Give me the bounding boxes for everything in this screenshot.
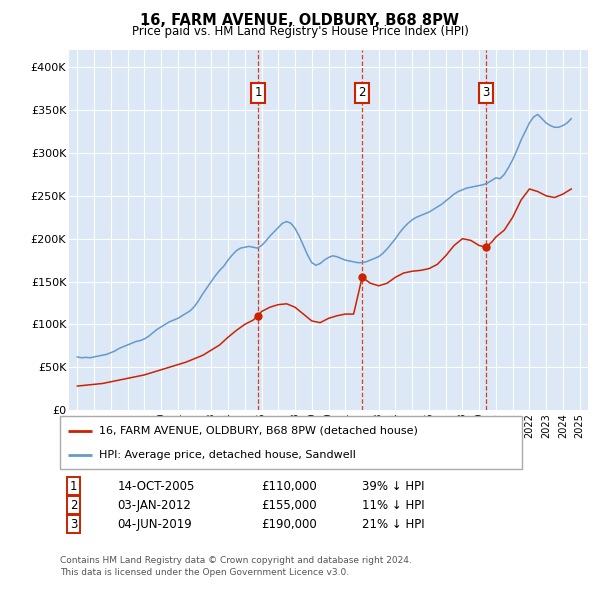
Text: 1: 1 — [70, 480, 77, 493]
Text: 03-JAN-2012: 03-JAN-2012 — [118, 499, 191, 512]
Text: 16, FARM AVENUE, OLDBURY, B68 8PW (detached house): 16, FARM AVENUE, OLDBURY, B68 8PW (detac… — [99, 426, 418, 436]
Text: This data is licensed under the Open Government Licence v3.0.: This data is licensed under the Open Gov… — [60, 568, 349, 576]
Text: £190,000: £190,000 — [262, 518, 317, 531]
Text: HPI: Average price, detached house, Sandwell: HPI: Average price, detached house, Sand… — [99, 450, 356, 460]
Text: 14-OCT-2005: 14-OCT-2005 — [118, 480, 195, 493]
Text: 16, FARM AVENUE, OLDBURY, B68 8PW: 16, FARM AVENUE, OLDBURY, B68 8PW — [140, 13, 460, 28]
Text: £155,000: £155,000 — [262, 499, 317, 512]
Text: Price paid vs. HM Land Registry's House Price Index (HPI): Price paid vs. HM Land Registry's House … — [131, 25, 469, 38]
Text: 3: 3 — [482, 87, 490, 100]
Text: Contains HM Land Registry data © Crown copyright and database right 2024.: Contains HM Land Registry data © Crown c… — [60, 556, 412, 565]
Text: 1: 1 — [254, 87, 262, 100]
Text: 2: 2 — [358, 87, 366, 100]
Text: £110,000: £110,000 — [262, 480, 317, 493]
Text: 21% ↓ HPI: 21% ↓ HPI — [362, 518, 425, 531]
Text: 04-JUN-2019: 04-JUN-2019 — [118, 518, 193, 531]
Text: 39% ↓ HPI: 39% ↓ HPI — [362, 480, 425, 493]
Text: 3: 3 — [70, 518, 77, 531]
Text: 11% ↓ HPI: 11% ↓ HPI — [362, 499, 425, 512]
Text: 2: 2 — [70, 499, 77, 512]
